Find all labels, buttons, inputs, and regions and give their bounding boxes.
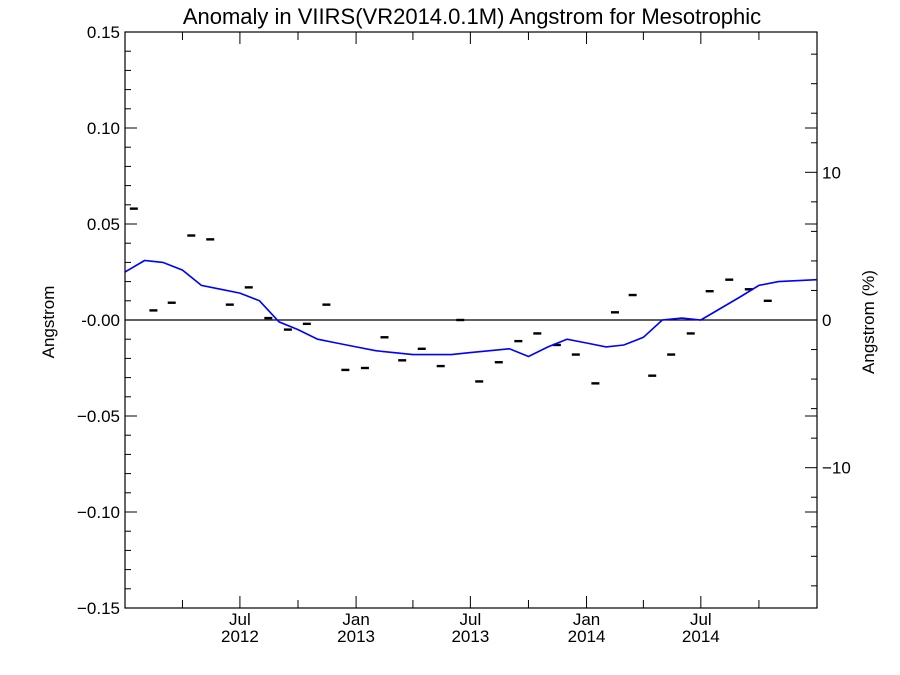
x-tick-label-month: Jul <box>229 610 251 629</box>
y-tick-label: 0.10 <box>87 119 120 138</box>
chart-title: Anomaly in VIIRS(VR2014.0.1M) Angstrom f… <box>183 4 761 29</box>
x-tick-label-year: 2014 <box>682 627 720 646</box>
y-tick-label: −0.15 <box>77 599 120 618</box>
x-tick-label-year: 2013 <box>451 627 489 646</box>
x-tick-label-year: 2013 <box>337 627 375 646</box>
y2-tick-label: 10 <box>822 163 841 182</box>
y2-axis-title: Angstrom (%) <box>859 270 878 374</box>
y-tick-label: −0.10 <box>77 503 120 522</box>
y-tick-label: 0.05 <box>87 215 120 234</box>
y2-tick-label: −10 <box>822 459 851 478</box>
x-tick-label-year: 2012 <box>221 627 259 646</box>
x-tick-label-year: 2014 <box>568 627 606 646</box>
plot-frame <box>124 31 818 609</box>
y-tick-label: -0.00 <box>81 311 120 330</box>
y-tick-label: 0.15 <box>87 23 120 42</box>
x-tick-label-month: Jan <box>342 610 369 629</box>
x-tick-label-month: Jul <box>690 610 712 629</box>
x-tick-label-month: Jul <box>460 610 482 629</box>
y-axis-title: Angstrom <box>39 286 58 359</box>
y-tick-label: −0.05 <box>77 407 120 426</box>
trend-line <box>124 259 817 358</box>
y2-tick-label: 0 <box>822 311 831 330</box>
x-tick-label-month: Jan <box>573 610 600 629</box>
